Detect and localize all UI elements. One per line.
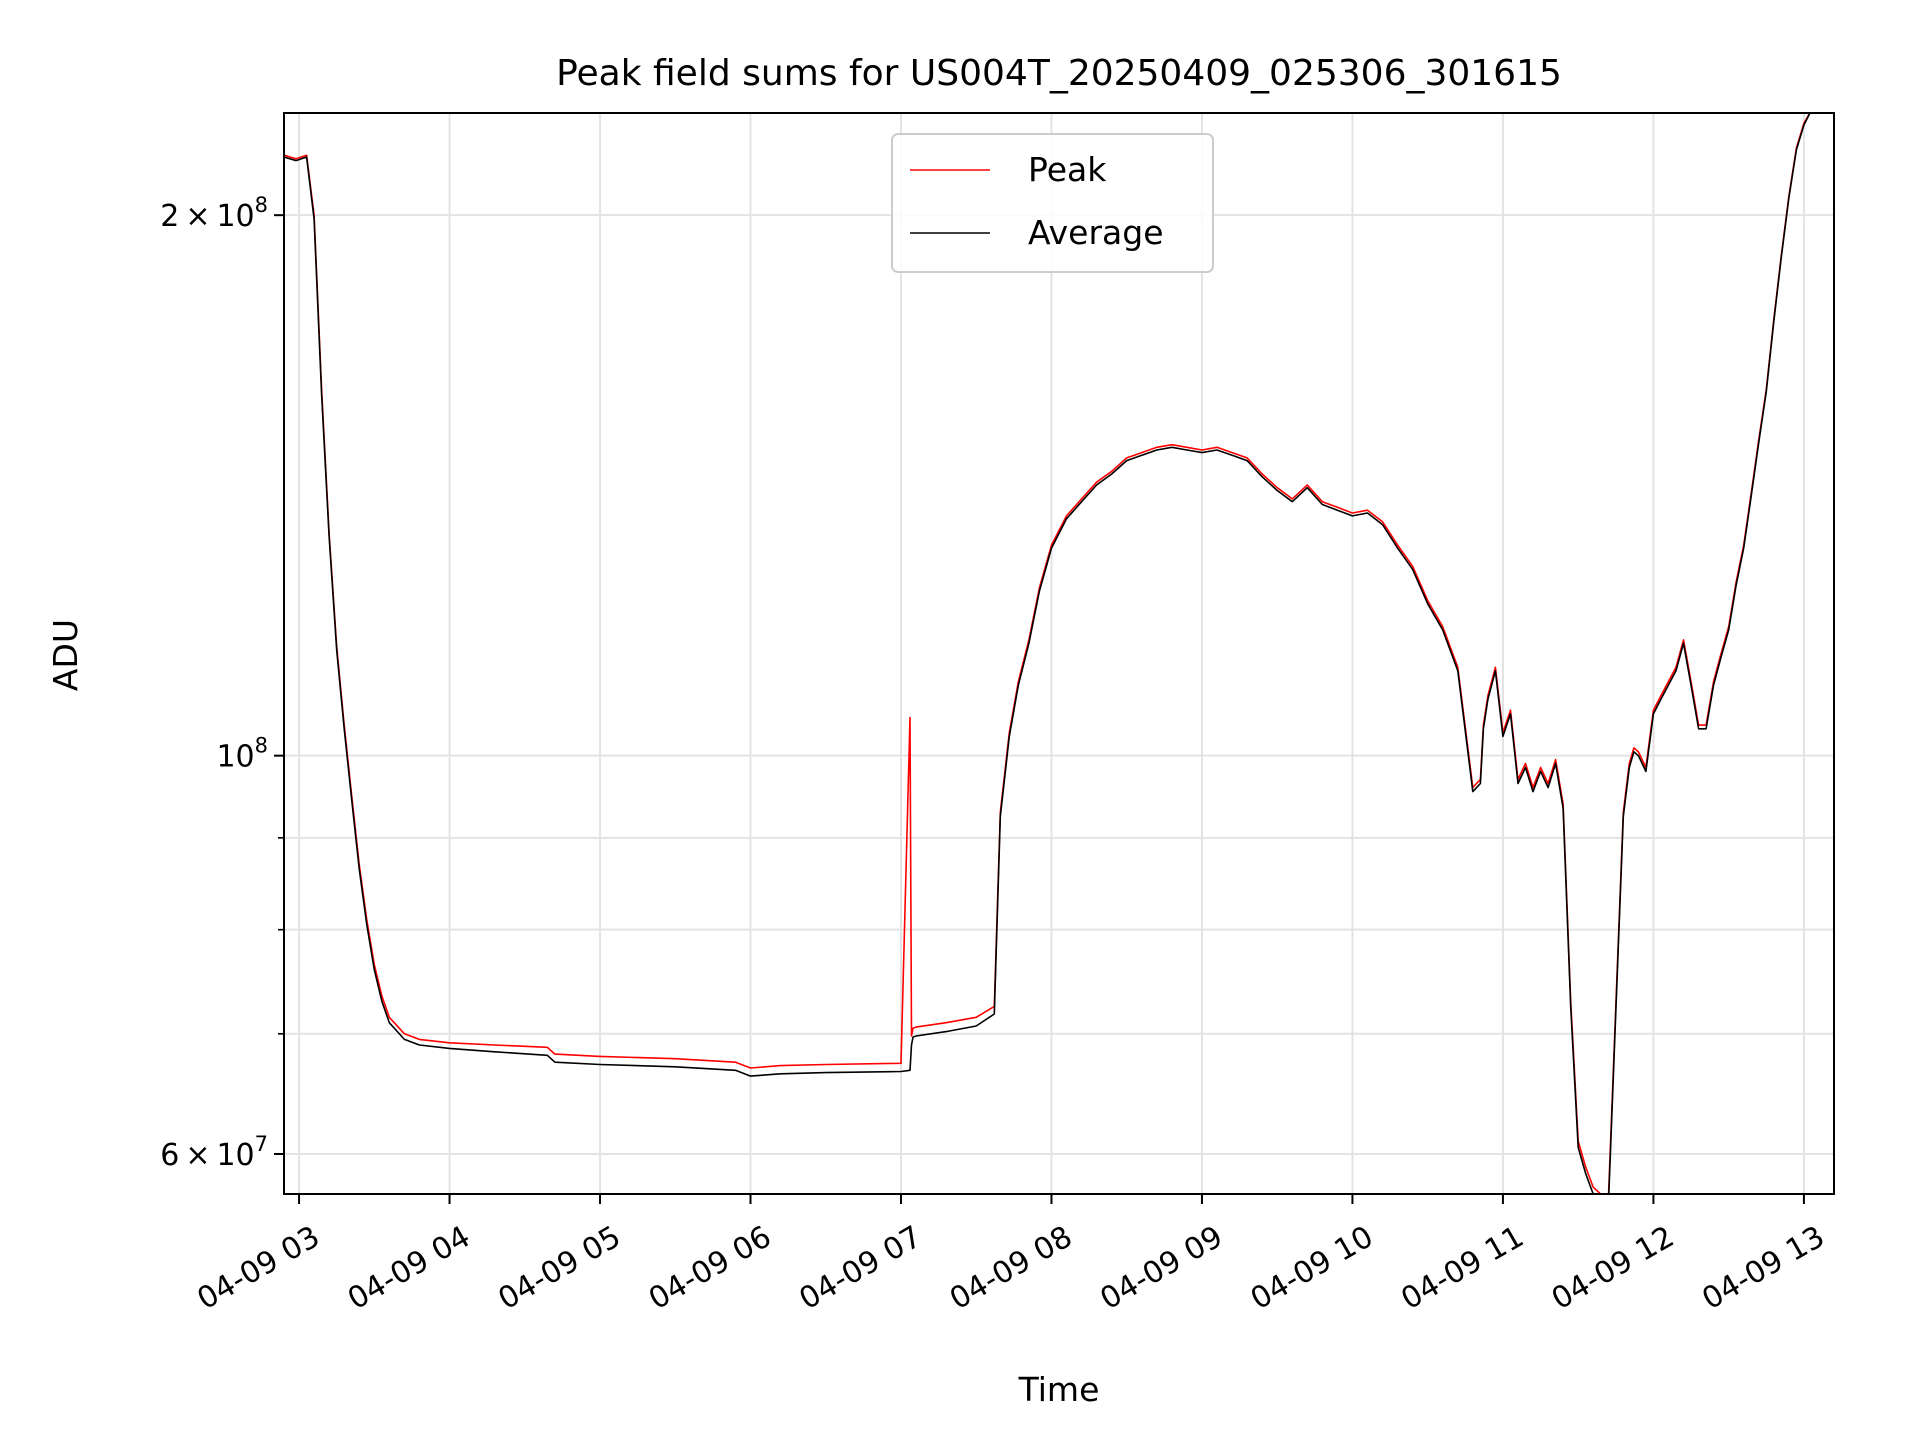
legend-label-peak: Peak — [1028, 150, 1107, 189]
x-tick-label: 04-09 06 — [643, 1219, 777, 1317]
series-peak-line — [284, 113, 1811, 1194]
y-axis: 6 × 107 108 2 × 108 — [160, 193, 284, 1173]
x-tick-label: 04-09 04 — [342, 1219, 476, 1317]
x-tick-label: 04-09 05 — [492, 1219, 626, 1317]
x-tick-label: 04-09 13 — [1696, 1219, 1830, 1317]
legend-label-average: Average — [1028, 213, 1164, 252]
legend-box — [891, 133, 1214, 273]
x-tick-label: 04-09 08 — [944, 1219, 1078, 1317]
x-axis-label: Time — [1018, 1370, 1100, 1409]
y-tick-label: 108 — [216, 734, 268, 775]
x-tick-label: 04-09 11 — [1395, 1219, 1529, 1317]
y-axis-label: ADU — [46, 619, 85, 691]
x-tick-label: 04-09 07 — [793, 1219, 927, 1317]
series-average-line — [284, 113, 1811, 1194]
series-layer — [284, 113, 1811, 1194]
x-axis: 04-09 03 04-09 04 04-09 05 04-09 06 04-09 07… — [192, 1194, 1831, 1317]
grid — [284, 113, 1834, 1194]
x-tick-label: 04-09 03 — [192, 1219, 326, 1317]
y-tick-label: 6 × 107 — [160, 1132, 268, 1173]
chart-title: Peak field sums for US004T_20250409_0253… — [556, 53, 1562, 94]
plot-frame — [283, 112, 1835, 1195]
x-tick-label: 04-09 12 — [1546, 1219, 1680, 1317]
legend: Peak Average — [891, 133, 1214, 273]
x-tick-label: 04-09 10 — [1245, 1219, 1379, 1317]
y-tick-label: 2 × 108 — [160, 193, 268, 234]
x-tick-label: 04-09 09 — [1094, 1219, 1228, 1317]
